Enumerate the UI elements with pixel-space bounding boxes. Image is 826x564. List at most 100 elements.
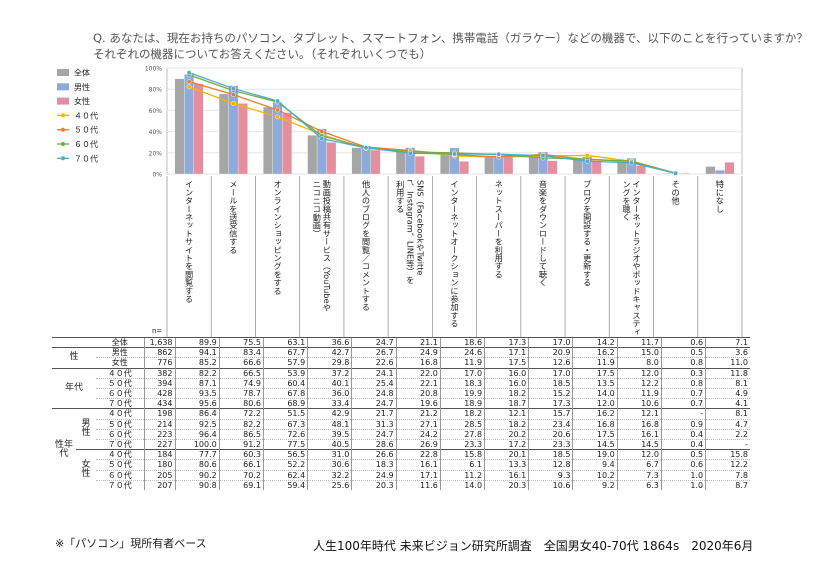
cell-value: 11.8 <box>705 367 750 379</box>
cell-value: 15.8 <box>439 449 485 460</box>
cell-value: 37.2 <box>307 367 352 379</box>
cell-value: 66.6 <box>218 357 264 369</box>
cell-value: 20.3 <box>351 479 397 491</box>
row-n: 205 <box>143 469 175 481</box>
legend-label-2: 女性 <box>74 96 90 106</box>
bar-2-12 <box>724 162 735 175</box>
cell-value: 16.1 <box>395 459 441 471</box>
point-3-11 <box>673 170 679 176</box>
cell-value: 1.0 <box>660 469 706 481</box>
point-3-0 <box>186 70 192 76</box>
cell-value: 66.1 <box>218 459 264 471</box>
cell-value: 2.2 <box>705 428 750 440</box>
point-3-8 <box>540 153 546 159</box>
cell-value: 42.9 <box>307 408 352 420</box>
cell-value: 95.6 <box>174 398 220 409</box>
cell-value: 12.1 <box>484 408 529 420</box>
row-label: ４０代 <box>96 367 144 379</box>
cell-value: 48.1 <box>307 418 352 430</box>
row-label: ５０代 <box>96 418 144 430</box>
cell-value: 80.6 <box>218 398 264 409</box>
cell-value: 69.1 <box>218 479 264 491</box>
row-n: 214 <box>143 418 175 430</box>
cell-value: 7.3 <box>616 469 662 481</box>
cell-value: 60.4 <box>262 377 308 389</box>
cell-value: 22.1 <box>395 377 441 389</box>
cell-value: 23.3 <box>439 439 485 450</box>
cell-value: 16.2 <box>572 347 618 358</box>
cell-value: 17.1 <box>484 347 529 358</box>
group-label: 性 <box>52 347 96 369</box>
cell-value: 16.0 <box>484 377 529 389</box>
cell-value: 12.0 <box>616 367 662 379</box>
bar-2-2 <box>282 112 292 175</box>
cell-value: 20.8 <box>395 388 441 399</box>
row-n: 1,638 <box>143 336 175 348</box>
cell-value: 7.8 <box>705 469 750 481</box>
cell-value: 16.0 <box>484 367 529 379</box>
cell-value: 19.6 <box>395 398 441 409</box>
cell-value: 18.3 <box>439 377 485 389</box>
table-row: ７０代 207 90.8 69.1 59.4 25.6 20.3 11.6 14.0 20.3 10… <box>52 479 750 491</box>
table-row: ６０代 428 93.5 78.7 67.8 36.0 24.8 20.8 19.9 18.2 15… <box>52 388 750 399</box>
cell-value: 10.6 <box>528 479 573 491</box>
cell-value: 24.6 <box>439 347 485 358</box>
cell-value: 26.9 <box>395 439 441 450</box>
category-label-7: ネットスーパーを利用する <box>494 180 504 278</box>
row-label: ６０代 <box>96 388 144 399</box>
cell-value: 29.8 <box>307 357 352 369</box>
cell-value: 11.0 <box>705 357 750 369</box>
bar-1-12 <box>714 170 725 175</box>
bar-2-11 <box>680 173 691 175</box>
row-label: ７０代 <box>96 479 144 491</box>
legend-line-label-2: ６０代 <box>74 139 98 149</box>
cell-value: 18.9 <box>439 398 485 409</box>
category-label-11: その他 <box>671 180 681 206</box>
cell-value: 13.5 <box>572 377 618 389</box>
cell-value: 22.0 <box>395 367 441 379</box>
y-tick-label: 80% <box>149 87 163 94</box>
category-label-5: SNS（FacebookやTwitter、Instagram、LINE等）を利用… <box>395 179 425 284</box>
cell-value: 17.5 <box>572 367 618 379</box>
cell-value: 21.2 <box>395 408 441 420</box>
cell-value: 89.9 <box>174 336 220 348</box>
cell-value: 9.4 <box>572 459 618 471</box>
table-row: ７０代 434 95.6 80.6 68.9 33.4 24.7 19.6 18.9 18.7 17… <box>52 398 750 409</box>
legend-label-0: 全体 <box>74 68 90 78</box>
cell-value: 3.6 <box>705 347 750 358</box>
cell-value: 17.0 <box>439 367 485 379</box>
series-line-2 <box>188 74 676 174</box>
bar-2-0 <box>193 83 204 175</box>
point-3-3 <box>319 136 325 142</box>
row-n: 223 <box>143 428 175 440</box>
cell-value: 9.3 <box>528 469 573 481</box>
y-tick-label: 40% <box>149 129 163 136</box>
cell-value: 17.2 <box>484 439 529 450</box>
row-n: 180 <box>143 459 175 471</box>
bar-0-6 <box>440 154 450 175</box>
legend-swatch-0 <box>57 69 69 76</box>
table-row: 女性 ４０代 184 77.7 60.3 56.5 31.0 26.6 22.8 15.8 20.1… <box>52 449 750 491</box>
bar-0-1 <box>218 93 229 175</box>
cell-value: 56.5 <box>262 449 308 460</box>
cell-value: 18.5 <box>528 377 573 389</box>
cell-value: 11.9 <box>616 388 662 399</box>
table-row: ６０代 205 90.2 70.2 62.4 32.2 24.9 17.1 11.2 16.1 9.… <box>52 469 750 481</box>
cell-value: 15.8 <box>705 449 750 460</box>
cell-value: 36.0 <box>307 388 352 399</box>
subgroup-label: 女性 <box>76 449 96 491</box>
cell-value: 8.0 <box>616 357 662 369</box>
cell-value: 18.2 <box>439 408 485 420</box>
row-n: 394 <box>143 377 175 389</box>
cell-value: 87.1 <box>174 377 220 389</box>
bar-2-6 <box>459 161 469 175</box>
category-label-12: 特になし <box>715 179 725 213</box>
bar-0-7 <box>484 155 495 175</box>
cell-value: 75.5 <box>218 336 264 348</box>
cell-value: 10.6 <box>616 398 662 409</box>
cell-value: 26.6 <box>351 449 397 460</box>
cell-value: 17.0 <box>528 367 573 379</box>
cell-value: 33.4 <box>307 398 352 409</box>
cell-value: 86.5 <box>218 428 264 440</box>
